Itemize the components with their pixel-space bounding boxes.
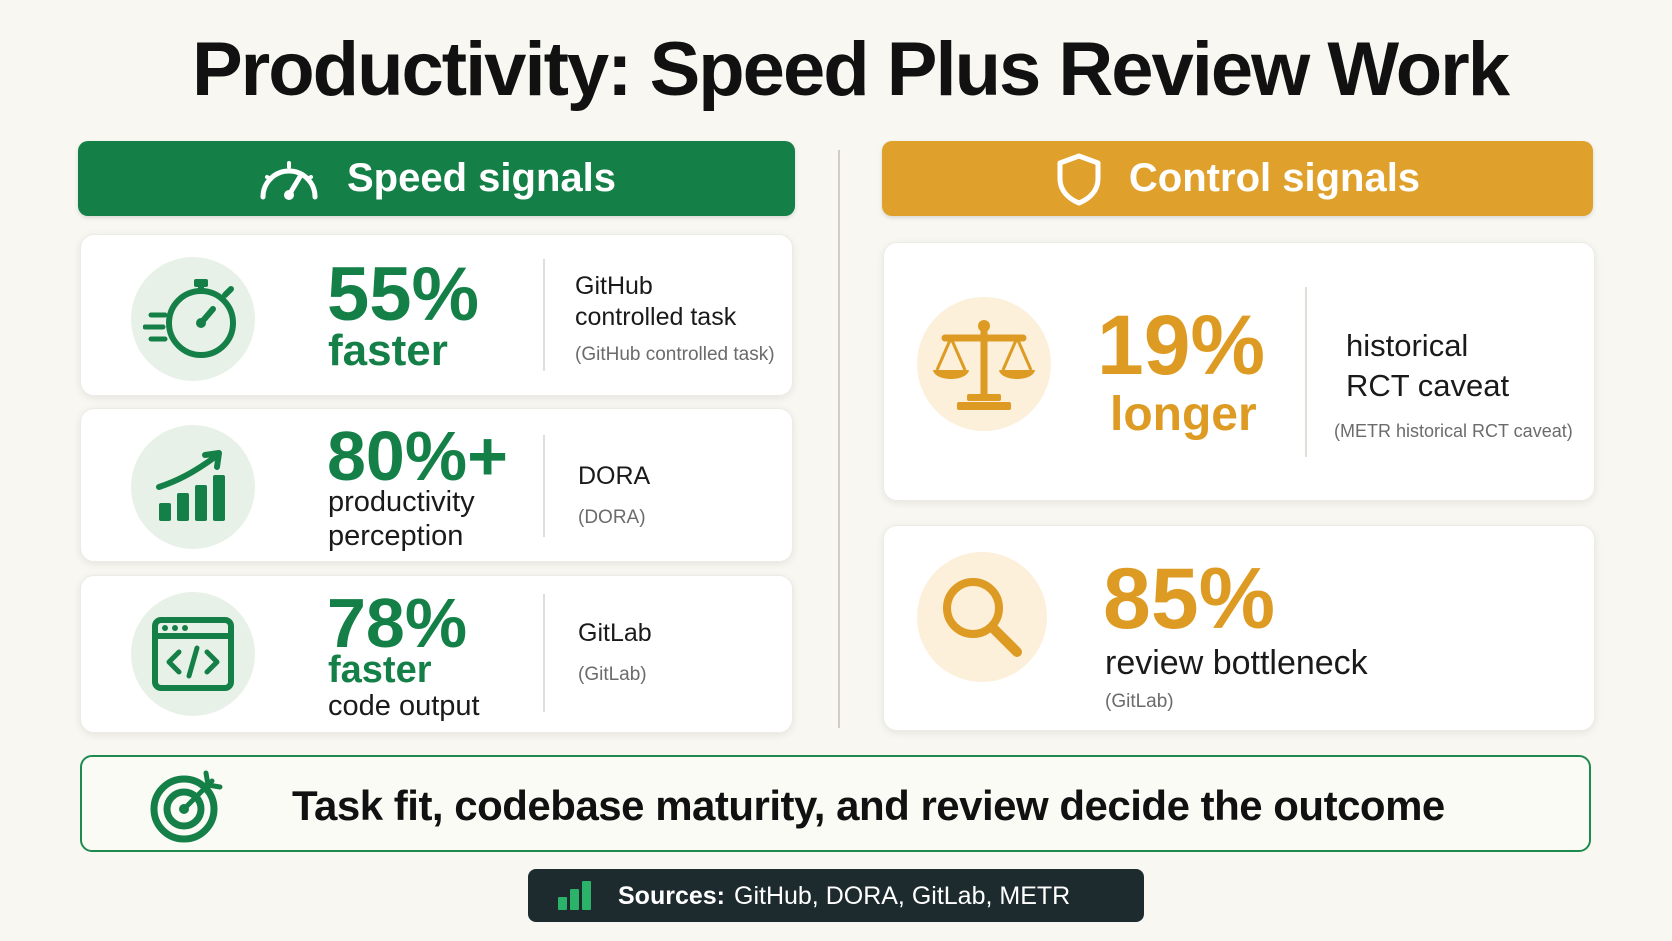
stat-label: longer — [1110, 388, 1257, 441]
target-icon — [150, 767, 226, 848]
source-note: (DORA) — [578, 507, 646, 528]
stopwatch-icon — [131, 257, 255, 381]
source-name: DORA — [578, 462, 651, 490]
card-divider — [543, 594, 545, 712]
source-note: (METR historical RCT caveat) — [1334, 421, 1573, 441]
source-note: (GitLab) — [1105, 691, 1174, 712]
speed-signals-header: Speed signals — [78, 141, 795, 216]
stat-value: 19% — [1097, 298, 1266, 392]
card-divider — [543, 435, 545, 537]
column-divider — [838, 150, 840, 728]
sources-bar: Sources: GitHub, DORA, GitLab, METR — [528, 869, 1144, 922]
speed-signals-title: Speed signals — [347, 156, 616, 200]
speed-card-github: 55% faster GitHub controlled task (GitHu… — [80, 234, 793, 396]
card-divider — [543, 259, 545, 371]
source-name-line2: controlled task — [575, 303, 737, 331]
stat-value: 78% — [327, 584, 468, 662]
control-card-gitlab: 85% review bottleneck (GitLab) — [883, 525, 1595, 731]
takeaway-banner: Task fit, codebase maturity, and review … — [80, 755, 1591, 852]
scales-icon — [917, 297, 1051, 431]
source-name: GitLab — [578, 619, 652, 647]
stat-description: productivity — [328, 486, 475, 518]
source-name-line2: RCT caveat — [1346, 368, 1510, 403]
shield-icon — [1055, 152, 1103, 206]
control-card-metr: 19% longer historical RCT caveat (METR h… — [883, 242, 1595, 501]
speed-card-dora: 80%+ productivity perception DORA (DORA) — [80, 408, 793, 562]
source-name: historical — [1346, 328, 1469, 363]
source-note: (GitLab) — [578, 664, 647, 685]
bar-chart-icon — [556, 879, 594, 916]
stat-label: faster — [328, 649, 432, 691]
source-note: (GitHub controlled task) — [575, 344, 775, 365]
takeaway-text: Task fit, codebase maturity, and review … — [292, 782, 1445, 829]
stat-description: review bottleneck — [1105, 644, 1368, 682]
speed-card-gitlab: 78% faster code output GitLab (GitLab) — [80, 575, 793, 733]
stat-description: code output — [328, 690, 480, 722]
speedometer-icon — [257, 153, 321, 205]
growth-chart-icon — [131, 425, 255, 549]
code-window-icon — [131, 592, 255, 716]
magnifier-icon — [917, 552, 1047, 682]
stat-description-line2: perception — [328, 520, 464, 552]
source-name: GitHub — [575, 272, 653, 300]
page-title: Productivity: Speed Plus Review Work — [191, 27, 1510, 112]
stat-label: faster — [328, 326, 448, 375]
stat-value: 80%+ — [327, 417, 508, 495]
control-signals-header: Control signals — [882, 141, 1593, 216]
control-signals-title: Control signals — [1128, 156, 1421, 200]
sources-label: Sources: — [618, 882, 725, 910]
sources-list: GitHub, DORA, GitLab, METR — [734, 882, 1071, 910]
card-divider — [1305, 287, 1307, 457]
stat-value: 85% — [1103, 551, 1276, 647]
stat-value: 55% — [327, 252, 480, 337]
